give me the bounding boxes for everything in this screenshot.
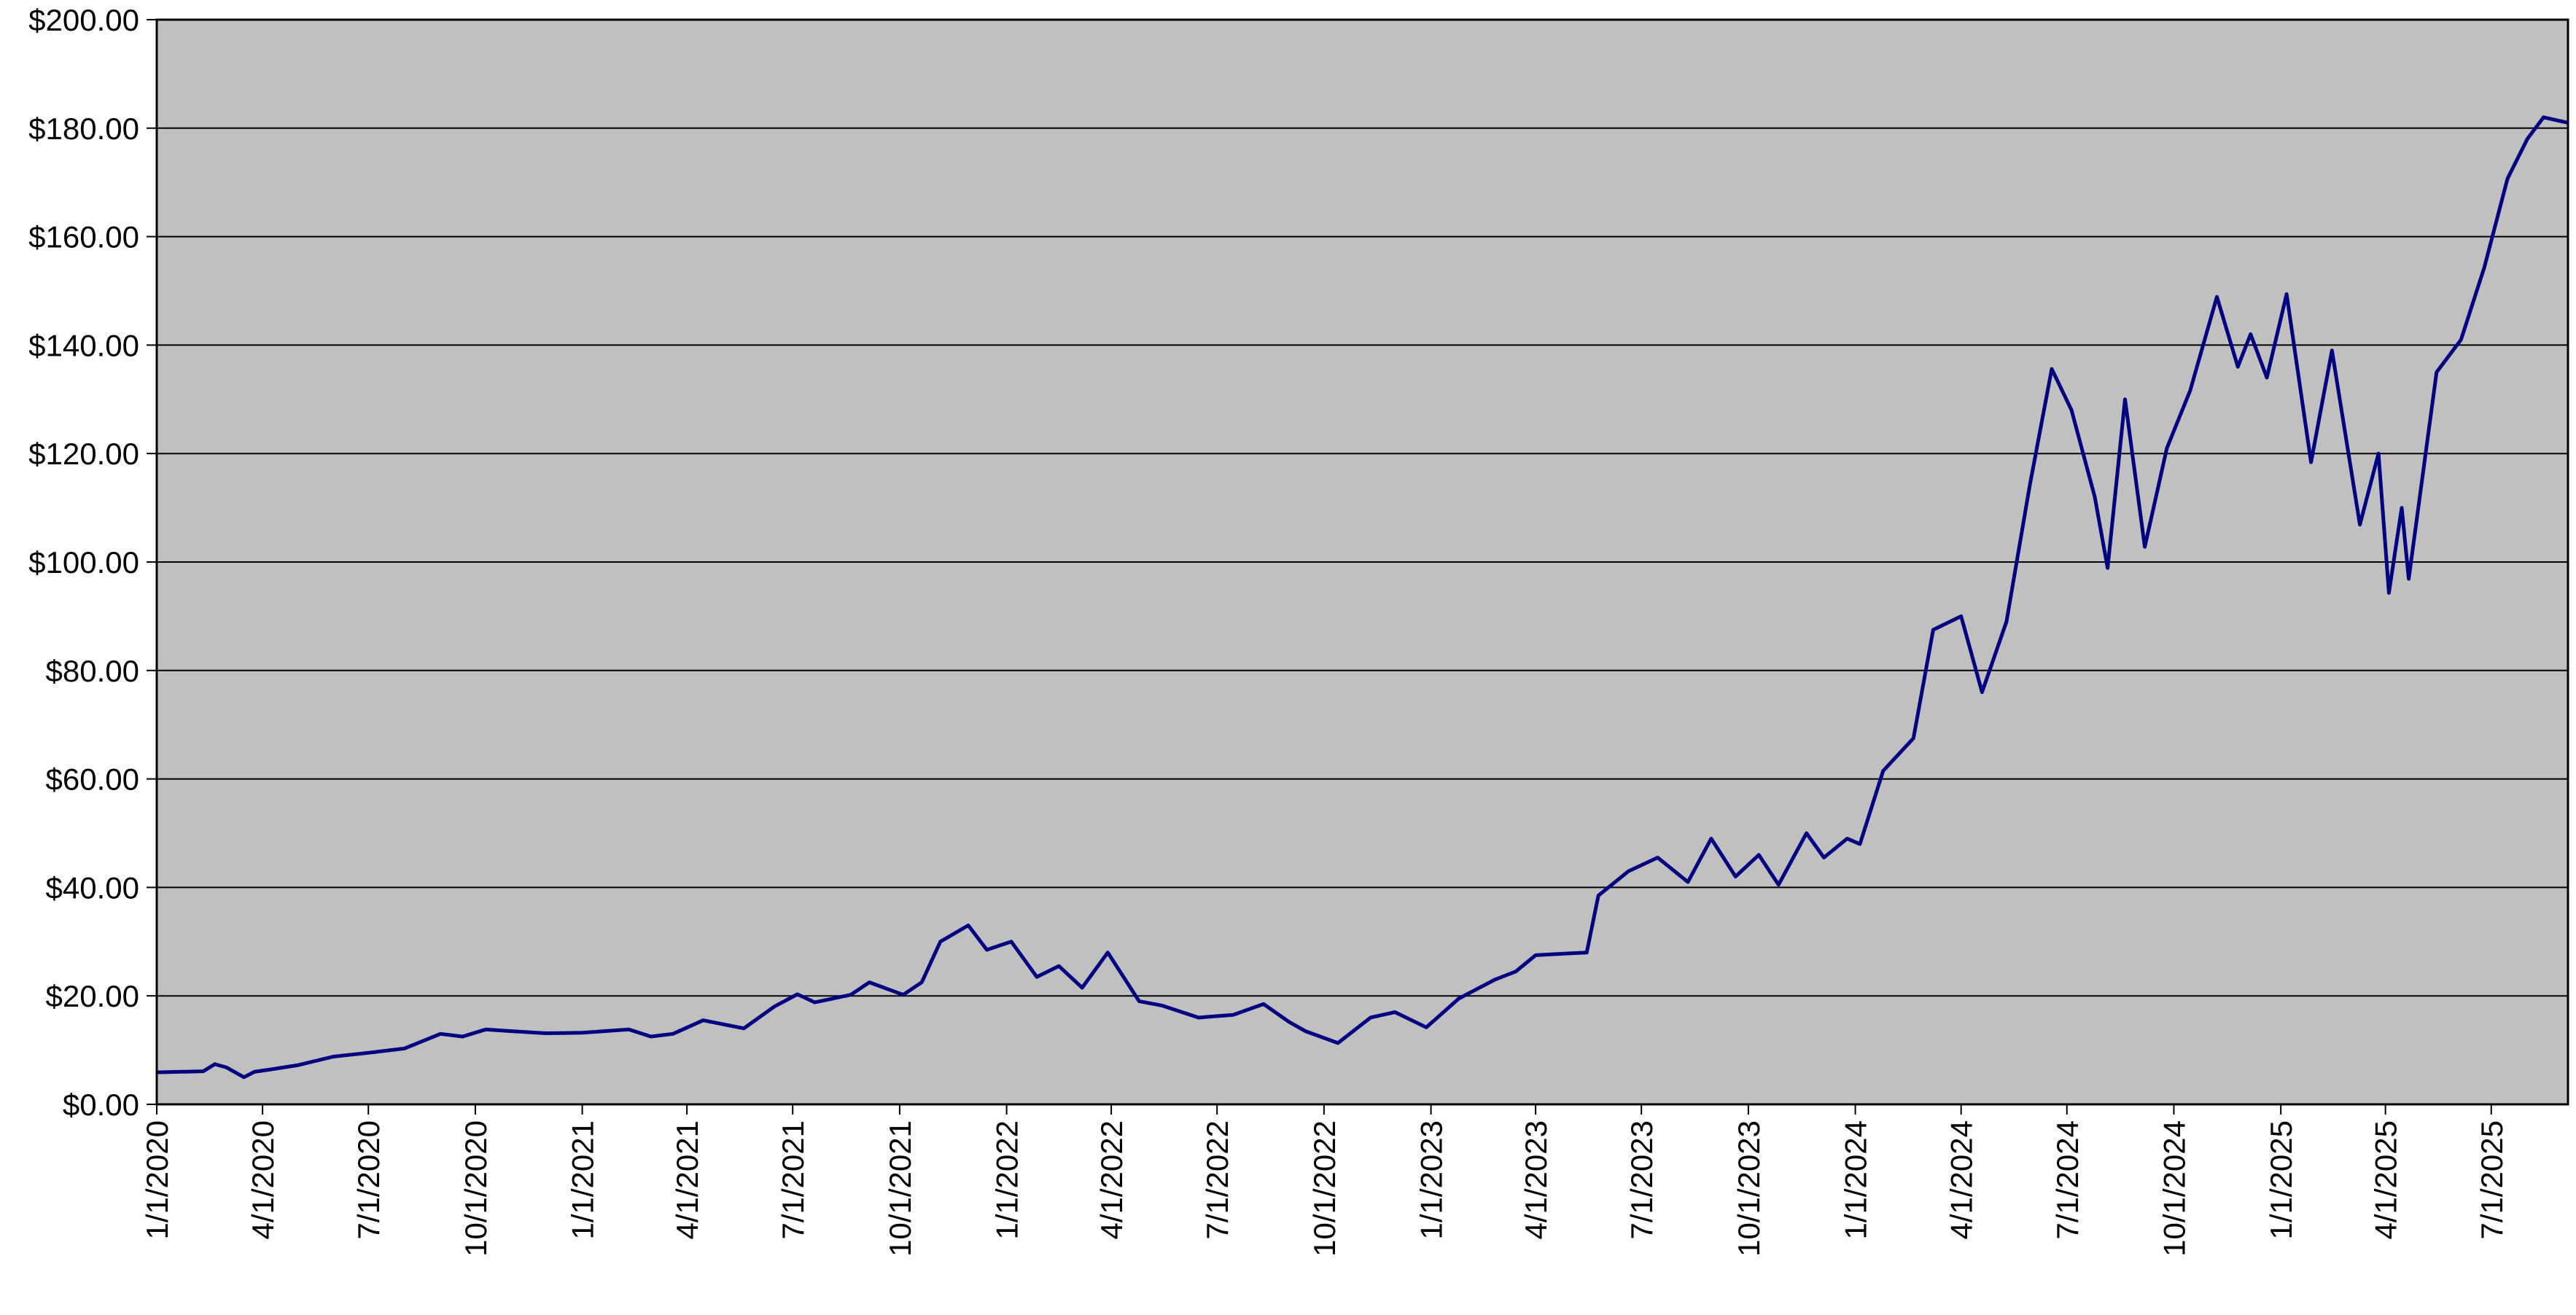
x-tick-label: 10/1/2021 (883, 1120, 917, 1257)
series-line (156, 115, 2569, 1080)
x-tick-label: 1/1/2021 (566, 1120, 600, 1240)
x-tick-label: 1/1/2020 (140, 1120, 174, 1240)
y-tick-label: $40.00 (46, 870, 139, 905)
y-tick-label: $80.00 (46, 654, 139, 688)
y-tick-label: $60.00 (46, 762, 139, 797)
x-tick-label: 7/1/2023 (1624, 1120, 1659, 1240)
x-tick-label: 1/1/2022 (990, 1120, 1024, 1240)
y-tick-label: $100.00 (28, 545, 139, 580)
x-tick-label: 10/1/2023 (1732, 1120, 1766, 1257)
y-tick-label: $140.00 (28, 328, 139, 362)
y-tick-label: $160.00 (28, 220, 139, 254)
x-tick-label: 1/1/2023 (1415, 1120, 1449, 1240)
x-tick-label: 1/1/2025 (2264, 1120, 2298, 1240)
plot-frame (155, 18, 2569, 1106)
y-tick-label: $180.00 (28, 112, 139, 146)
x-tick-label: 10/1/2024 (2157, 1120, 2191, 1257)
y-tick-label: $0.00 (63, 1088, 139, 1122)
x-axis-labels: 1/1/2020 4/1/2020 7/1/2020 10/1/2020 1/1/202… (140, 1120, 2509, 1257)
x-tick-label: 10/1/2022 (1307, 1120, 1342, 1257)
x-tick-label: 4/1/2023 (1519, 1120, 1553, 1240)
x-tick-label: 7/1/2025 (2475, 1120, 2509, 1240)
x-tick-label: 7/1/2020 (351, 1120, 386, 1240)
x-tick-label: 4/1/2020 (246, 1120, 280, 1240)
x-tick-label: 7/1/2021 (776, 1120, 810, 1240)
x-tick-label: 4/1/2024 (1945, 1120, 1979, 1240)
y-tick-label: $120.00 (28, 437, 139, 471)
y-tick-label: $200.00 (28, 3, 139, 37)
x-tick-label: 4/1/2025 (2369, 1120, 2403, 1240)
x-tick-label: 4/1/2022 (1094, 1120, 1129, 1240)
x-tick-label: 10/1/2020 (459, 1120, 493, 1257)
y-tick-label: $20.00 (46, 979, 139, 1013)
x-tick-label: 1/1/2024 (1839, 1120, 1873, 1240)
x-tick-label: 7/1/2024 (2050, 1120, 2085, 1240)
x-tick-label: 4/1/2021 (670, 1120, 704, 1240)
x-axis-ticks (156, 1104, 2492, 1115)
y-axis-labels: $0.00 $20.00 $40.00 $60.00 $80.00 $100.00 $120… (28, 3, 139, 1122)
x-tick-label: 7/1/2022 (1200, 1120, 1234, 1240)
